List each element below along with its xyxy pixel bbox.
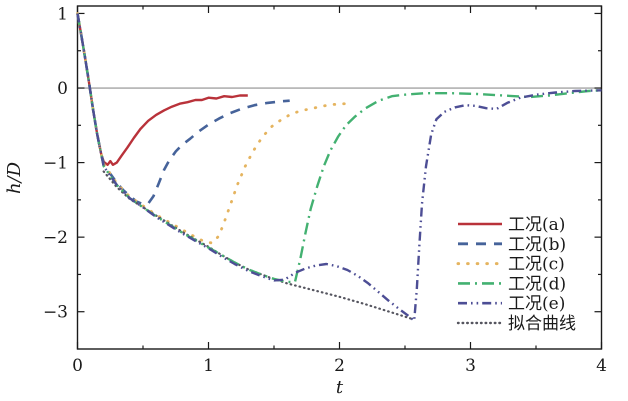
y-axis-label: h/D: [4, 161, 25, 194]
series-case-e-line: [76, 13, 602, 322]
x-tick-label: 3: [465, 356, 476, 376]
legend-label-case-a: 工况(a): [508, 215, 565, 235]
y-tick-label: 1: [57, 4, 68, 24]
series-fit-curve-line: [102, 170, 414, 321]
x-tick-label: 1: [203, 356, 214, 376]
series-case-b-line: [76, 13, 290, 206]
series-case-a-line: [76, 13, 248, 167]
y-tick-label: −1: [43, 154, 68, 174]
legend-label-case-b: 工况(b): [508, 235, 566, 255]
y-tick-label: −2: [43, 228, 68, 248]
legend-label-case-e: 工况(e): [508, 294, 565, 314]
x-tick-label: 0: [72, 356, 83, 376]
x-tick-label: 2: [334, 356, 345, 376]
x-tick-label: 4: [596, 356, 607, 376]
legend-label-fit-curve: 拟合曲线: [508, 314, 576, 334]
legend-label-case-d: 工况(d): [508, 274, 566, 294]
y-tick-label: −3: [43, 303, 68, 323]
series-case-d-line: [76, 13, 602, 284]
legend-label-case-c: 工况(c): [508, 255, 565, 275]
y-tick-label: 0: [57, 79, 68, 99]
x-axis-label: t: [336, 377, 344, 398]
